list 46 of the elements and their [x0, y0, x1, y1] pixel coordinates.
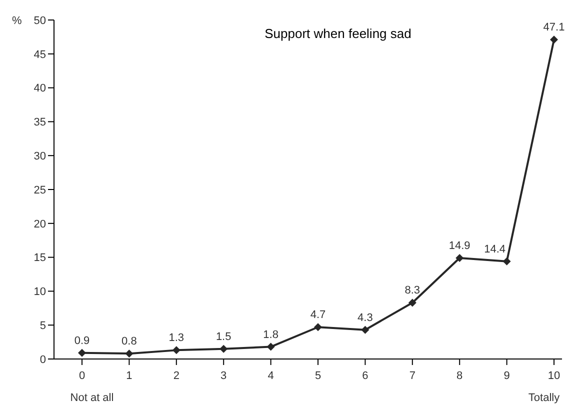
x-tick-label: 1 — [126, 370, 132, 382]
x-tick-label: 10 Totally — [528, 370, 560, 404]
point — [361, 326, 370, 334]
data-label: 0.8 — [122, 336, 137, 348]
x-tick-label: 3 — [220, 370, 227, 382]
x-tick-label: 5 — [314, 370, 322, 382]
y-tick-label: 25 — [34, 184, 46, 196]
data-label: 47.1 — [543, 22, 565, 34]
y-tick-label: 0 — [40, 354, 46, 366]
data-label: 0.9 — [74, 334, 90, 347]
y-tick-label: 5 — [40, 320, 46, 332]
point — [266, 342, 275, 351]
y-tick-label: 10 — [34, 286, 46, 298]
data-label: 4.7 — [310, 309, 326, 322]
y-tick-label: 50 — [34, 14, 46, 27]
point — [456, 254, 464, 262]
text: Support when feeling sad — [264, 26, 412, 41]
point — [220, 344, 228, 353]
x-tick-label: 4 — [268, 370, 274, 382]
x-tick-label: 2 — [173, 370, 180, 382]
x-tick-label: 0 Not at all — [70, 370, 114, 404]
point — [408, 298, 416, 307]
x-tick-label: 9 — [504, 370, 510, 382]
y-axis-title: % — [12, 15, 22, 27]
y-tick-label: 45 — [34, 48, 46, 61]
point — [172, 346, 180, 354]
x-tick-label: 7 — [409, 370, 416, 382]
x-tick-label: 6 — [362, 370, 368, 382]
data-label: 1.5 — [216, 330, 232, 343]
point — [314, 323, 322, 332]
data-label: 8.3 — [404, 284, 420, 297]
data-label: 1.3 — [168, 332, 184, 344]
point — [125, 350, 134, 358]
y-tick-label: 20 — [34, 218, 46, 230]
data-label: 4.3 — [358, 312, 373, 324]
point — [550, 36, 558, 44]
point — [78, 348, 86, 357]
y-tick-label: 15 — [34, 252, 46, 264]
y-tick-label: 30 — [34, 150, 46, 163]
data-label: 1.8 — [263, 328, 278, 341]
data-label: 14.4 — [484, 243, 506, 256]
point — [502, 257, 511, 266]
x-tick-label: 8 — [456, 370, 463, 382]
y-tick-label: 40 — [34, 82, 46, 95]
data-label: 14.9 — [448, 240, 470, 252]
y-tick-label: 35 — [34, 116, 46, 129]
